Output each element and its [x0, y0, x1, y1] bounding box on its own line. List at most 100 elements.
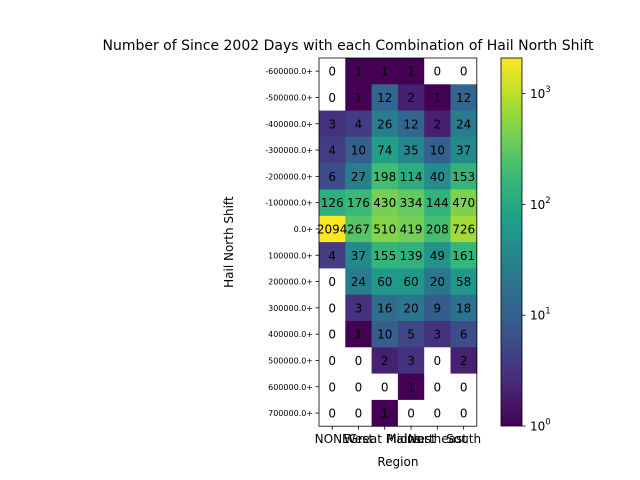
cell-value-label: 155 [373, 249, 396, 263]
x-axis-label: Region [377, 455, 418, 469]
y-tick-label: 300000.0+ [268, 304, 313, 313]
heatmap-cell [450, 347, 478, 374]
cell-value-label: 60 [403, 275, 418, 289]
cell-value-label: 24 [351, 275, 366, 289]
y-tick-label: 500000.0+ [268, 356, 313, 365]
cell-value-label: 2 [434, 117, 442, 131]
heatmap-cell [450, 268, 478, 296]
cell-value-label: 0 [434, 380, 442, 394]
cell-value-label: 0 [355, 407, 363, 421]
heatmap-cell [450, 399, 478, 427]
y-axis-label: Hail North Shift [222, 196, 236, 288]
heatmap-cell [397, 399, 425, 427]
cell-value-label: 35 [403, 144, 418, 158]
colorbar-tick-label: 101 [530, 307, 551, 323]
heatmap-cell [424, 110, 451, 138]
heatmap-cell [371, 58, 399, 85]
y-tick-label: 600000.0+ [268, 383, 313, 392]
y-tick-label: -600000.0+ [265, 67, 313, 76]
heatmap-cell [450, 84, 478, 111]
y-tick-label: -400000.0+ [265, 120, 313, 129]
heatmap-cell [371, 84, 399, 111]
heatmap-cell [345, 84, 372, 111]
heatmap-cell [424, 294, 451, 322]
y-tick-label: 100000.0+ [268, 251, 313, 260]
heatmap-cell [345, 347, 372, 374]
heatmap-cell [424, 136, 451, 164]
cell-value-label: 430 [373, 196, 396, 210]
cell-value-label: 4 [355, 117, 363, 131]
heatmap-cell [371, 215, 399, 243]
cell-value-label: 0 [460, 65, 468, 79]
cell-value-label: 0 [381, 380, 389, 394]
heatmap-cell [371, 242, 399, 269]
cell-value-label: 0 [328, 407, 336, 421]
heatmap-cell [319, 347, 346, 374]
heatmap-cell [319, 321, 346, 348]
heatmap-cell [345, 58, 372, 85]
heatmap-cell [319, 399, 346, 427]
heatmap-cell [450, 189, 478, 217]
heatmap-cell [424, 242, 451, 269]
heatmap-cell [371, 268, 399, 296]
heatmap-cell [424, 58, 451, 85]
chart-title: Number of Since 2002 Days with each Comb… [102, 38, 594, 54]
y-tick-label: 0.0+ [294, 225, 313, 234]
cell-value-label: 139 [400, 249, 423, 263]
cell-value-label: 176 [347, 196, 370, 210]
cell-value-label: 2 [381, 354, 389, 368]
heatmap-cell [345, 268, 372, 296]
cell-value-label: 4 [328, 249, 336, 263]
x-tick-label: NONE [315, 432, 350, 446]
cell-value-label: 60 [377, 275, 392, 289]
cell-value-label: 0 [328, 275, 336, 289]
heatmap-cell [345, 373, 372, 401]
heatmap-cell [345, 215, 372, 243]
heatmap-cell [397, 347, 425, 374]
heatmap-cell [450, 294, 478, 322]
heatmap-cell [450, 58, 478, 85]
heatmap-cell [450, 215, 478, 243]
heatmap-cell [450, 242, 478, 269]
heatmap-cell [424, 373, 451, 401]
heatmap-cell [371, 321, 399, 348]
heatmap-cell [319, 136, 346, 164]
cell-value-label: 208 [426, 222, 449, 236]
heatmap-cell [397, 136, 425, 164]
heatmap-cell [397, 163, 425, 190]
cell-value-label: 12 [377, 91, 392, 105]
cell-value-label: 37 [351, 249, 366, 263]
heatmap-cell [319, 84, 346, 111]
heatmap-cell [397, 189, 425, 217]
cell-value-label: 0 [407, 407, 415, 421]
heatmap-cell [371, 110, 399, 138]
cell-value-label: 0 [460, 407, 468, 421]
heatmap-cell [397, 373, 425, 401]
cell-value-label: 9 [434, 301, 442, 315]
heatmap-cell [319, 268, 346, 296]
heatmap-cell [397, 242, 425, 269]
heatmap-cell [345, 163, 372, 190]
y-tick-label: -500000.0+ [265, 93, 313, 102]
cell-value-label: 2 [407, 91, 415, 105]
y-axis: -600000.0+ -500000.0+ -400000.0+ -300000.0+… [265, 67, 319, 418]
heatmap-cell [345, 242, 372, 269]
heatmap-cell [424, 268, 451, 296]
heatmap-cell [371, 294, 399, 322]
heatmap-cell [371, 399, 399, 427]
cell-value-label: 0 [328, 65, 336, 79]
cell-value-label: 0 [434, 407, 442, 421]
cell-value-label: 10 [377, 328, 392, 342]
cell-value-label: 198 [373, 170, 396, 184]
cell-value-label: 510 [373, 222, 396, 236]
heatmap-cell [371, 189, 399, 217]
cell-value-label: 3 [328, 117, 336, 131]
colorbar-tick-label: 102 [530, 196, 551, 212]
heatmap-cell [450, 373, 478, 401]
cell-value-label: 0 [355, 380, 363, 394]
cell-value-label: 153 [452, 170, 475, 184]
cell-value-label: 0 [434, 354, 442, 368]
y-tick-label: -200000.0+ [265, 172, 313, 181]
